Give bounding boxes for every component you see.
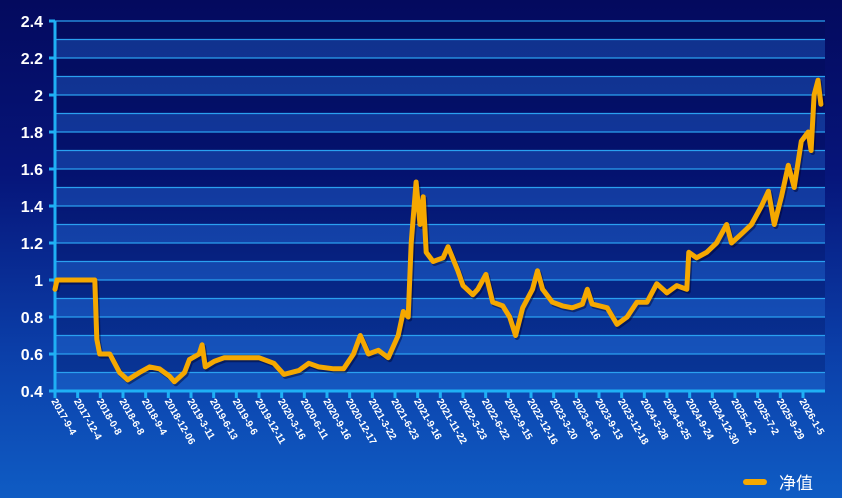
plot-band	[55, 132, 825, 151]
y-axis: 0.4 0.6 0.8 1 1.2 1.4 1.6 1.8 2 2.2 2.4	[21, 14, 57, 401]
y-tick-label: 2.2	[21, 51, 43, 68]
plot-band	[55, 206, 825, 225]
plot-band	[55, 298, 825, 317]
y-tick-label: 0.8	[21, 310, 43, 327]
y-tick-label: 1.6	[21, 162, 43, 179]
y-tick-label: 2.4	[21, 14, 43, 31]
y-tick-label: 1.4	[21, 199, 43, 216]
series-line-nav	[52, 77, 824, 385]
plot-band	[55, 39, 825, 58]
plot-band	[55, 95, 825, 114]
y-tick-label: 2	[34, 88, 43, 105]
plot-band	[55, 335, 825, 354]
y-tick-label: 0.6	[21, 347, 43, 364]
plot-band	[55, 354, 825, 373]
legend-label: 净值	[779, 474, 813, 494]
gridlines	[55, 20, 825, 392]
legend: 净值	[743, 474, 813, 494]
y-tick-label: 0.4	[21, 384, 43, 401]
plot-band	[55, 261, 825, 280]
plot-band	[55, 113, 825, 132]
y-tick-label: 1.8	[21, 125, 43, 142]
plot-band	[55, 150, 825, 169]
plot-band	[55, 187, 825, 206]
plot-band	[55, 58, 825, 77]
series-layer	[52, 77, 825, 387]
y-tick-label: 1.2	[21, 236, 43, 253]
plot-band	[55, 372, 825, 391]
plot-band	[55, 280, 825, 299]
plot-band	[55, 317, 825, 336]
plot-band	[55, 169, 825, 188]
plot-band	[55, 21, 825, 40]
plot-background	[55, 21, 825, 391]
plot-band	[55, 243, 825, 262]
x-axis: 2017-9-42017-12-42018-0-82018-6-82018-9-…	[48, 389, 826, 447]
y-tick-label: 1	[34, 273, 43, 290]
plot-band	[55, 224, 825, 243]
plot-band	[55, 76, 825, 95]
